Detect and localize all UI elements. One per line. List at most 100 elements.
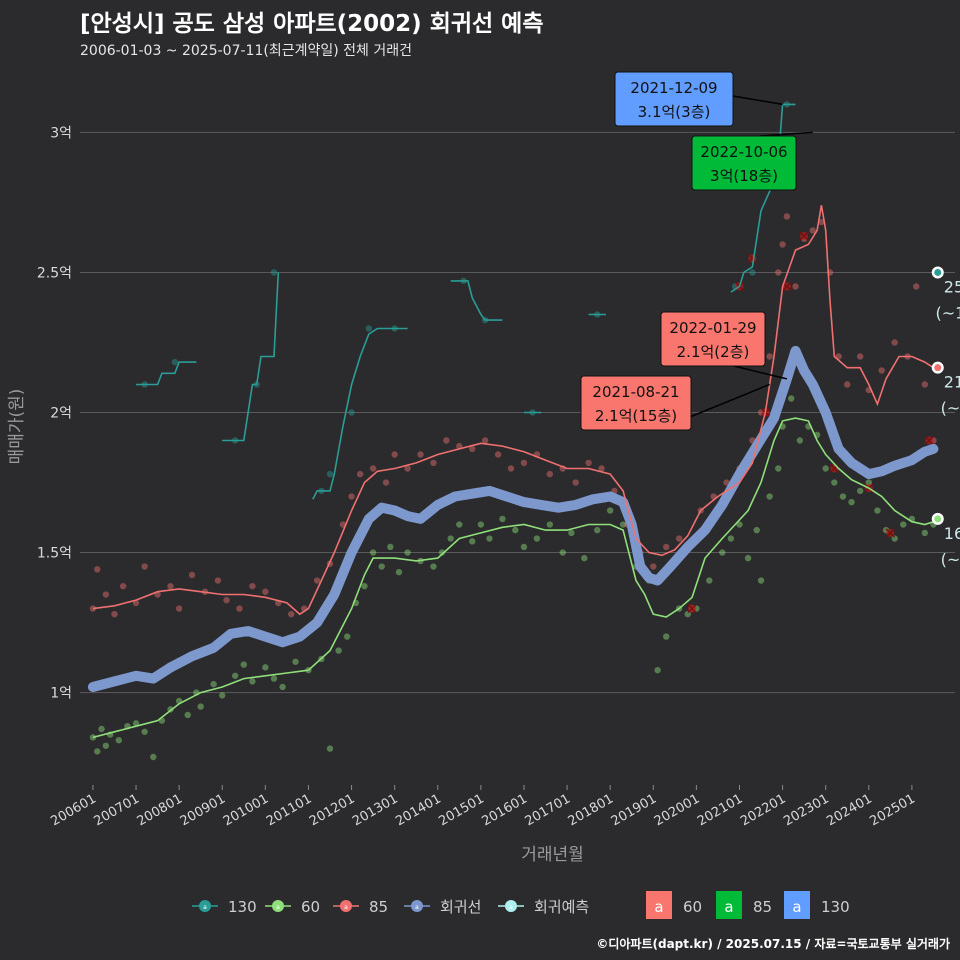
legend-box-glyph: a [792,898,801,916]
scatter-point-60 [654,666,661,674]
endpoint-area-label: (~85㎡) [941,399,960,418]
legend-key-glyph: a [415,904,419,911]
x-tick-label: 201701 [523,791,573,829]
x-tick-label: 202401 [824,791,874,829]
scatter-point-85 [546,470,554,478]
legend-key-dot [340,900,352,912]
scatter-point-130 [326,470,334,478]
legend-key-glyph: a [203,904,207,911]
scatter-point-85 [598,465,605,472]
cancelled-deal-cross [687,604,697,614]
scatter-point-85 [783,213,791,220]
annotation-price: 3억(18층) [710,167,778,185]
scatter-point-85 [775,269,782,276]
series-line-130 [450,280,503,321]
scatter-point-60 [727,535,735,542]
legend-box-key [646,891,672,919]
scatter-point-60 [361,582,368,590]
x-tick-label: 201001 [221,791,271,829]
annotation-box [580,375,692,431]
annotation-date: 2022-01-29 [669,319,756,337]
annotation-box [614,71,734,127]
scatter-point-60 [456,521,463,528]
cancelled-deal-cross [924,435,934,446]
scatter-point-60 [469,538,476,545]
legend-box-key [784,891,810,919]
legend-label: 60 [301,898,320,916]
x-tick-label: 201601 [479,791,529,829]
scatter-point-60 [744,554,752,562]
x-axis-title: 거래년월 [521,845,584,865]
scatter-point-60 [279,683,286,691]
legend-label: 130 [228,898,257,916]
x-tick-label: 202501 [867,791,917,829]
scatter-point-85 [417,451,424,458]
scatter-point-85 [356,470,364,478]
scatter-point-85 [913,283,920,290]
endpoint-area-label: (~60㎡) [941,550,960,569]
series-line-regression [87,345,939,692]
y-tick-label: 3억 [50,125,72,141]
scatter-point-60 [369,549,377,556]
scatter-point-85 [844,381,851,388]
endpoint-dot-60 [934,515,942,523]
scatter-point-85 [856,353,864,360]
legend-box-label: 130 [821,898,850,916]
x-tick-label: 202301 [781,791,831,829]
legend-box-label: 85 [753,898,772,916]
scatter-point-85 [430,459,437,467]
scatter-point-85 [443,437,450,444]
scatter-point-85 [469,445,476,453]
annotation-date: 2022-10-06 [700,143,787,161]
scatter-point-60 [663,633,670,640]
scatter-point-85 [236,605,243,612]
scatter-point-85 [167,582,174,590]
scatter-point-85 [404,465,411,472]
scatter-point-85 [766,353,773,360]
scatter-point-60 [874,507,881,514]
cancelled-deal-cross [885,528,895,538]
scatter-point-60 [270,675,278,682]
y-axis-title: 매매가(원) [7,389,27,465]
series-line-85 [92,205,934,616]
scatter-point-85 [779,241,786,248]
scatter-point-60 [210,680,217,688]
annotation-price: 3.1억(3층) [638,103,711,121]
annotation-leader-line [732,95,783,106]
scatter-point-85 [214,577,222,584]
legend-key-dot [411,900,423,912]
scatter-point-60 [447,535,454,542]
scatter-point-60 [796,437,804,444]
scatter-point-60 [921,529,929,537]
series-line-130 [222,272,280,442]
scatter-point-85 [249,582,256,590]
scatter-point-60 [684,610,691,618]
scatter-point-60 [102,742,110,749]
scatter-point-85 [382,479,390,486]
scatter-point-60 [581,554,588,562]
scatter-point-85 [520,459,528,467]
scatter-point-60 [477,521,485,528]
scatter-point-60 [822,465,829,472]
legend-box-key [716,891,742,919]
scatter-point-85 [132,599,140,607]
scatter-point-85 [391,451,398,458]
annotation-leader-line [733,365,788,380]
scatter-point-60 [141,728,148,735]
scatter-point-60 [706,577,713,584]
x-tick-label: 200601 [48,791,98,829]
annotation-date: 2021-12-09 [630,79,717,97]
scatter-point-60 [559,549,566,556]
y-tick-label: 1억 [50,686,72,702]
series-line-130 [730,103,796,293]
scatter-point-85 [188,571,196,579]
page-title: [안성시] 공도 삼성 아파트(2002) 회귀선 예측 [80,11,544,37]
scatter-point-60 [184,711,191,719]
scatter-point-60 [856,487,864,495]
scatter-point-60 [231,672,239,679]
scatter-point-130 [348,409,355,416]
scatter-point-60 [150,753,157,761]
scatter-point-130 [749,269,756,276]
x-tick-label: 201801 [566,791,616,829]
scatter-point-60 [753,526,760,534]
